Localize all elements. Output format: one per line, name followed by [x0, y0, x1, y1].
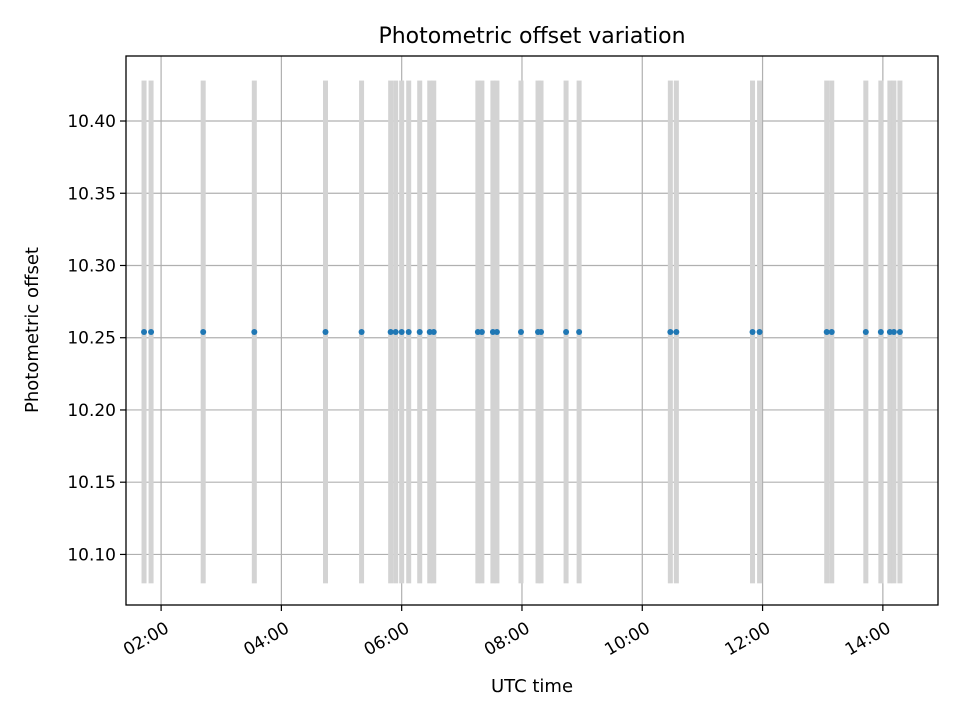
data-point [141, 328, 148, 335]
y-tick-label: 10.10 [67, 545, 116, 565]
y-tick-label: 10.20 [67, 401, 116, 421]
data-point [478, 328, 485, 335]
data-point [828, 328, 835, 335]
data-point [251, 328, 258, 335]
data-point [673, 328, 680, 335]
data-point [493, 328, 500, 335]
data-point [322, 328, 329, 335]
data-point [398, 328, 405, 335]
y-tick-label: 10.30 [67, 256, 116, 276]
data-point [405, 328, 412, 335]
data-point [148, 328, 155, 335]
data-point [387, 328, 394, 335]
data-point [517, 328, 524, 335]
data-point [416, 328, 423, 335]
data-point [358, 328, 365, 335]
plot-frame [125, 55, 939, 606]
x-axis-label: UTC time [491, 676, 573, 697]
y-tick-label: 10.40 [67, 112, 116, 132]
data-point [890, 328, 897, 335]
data-point [823, 328, 830, 335]
data-point [430, 328, 437, 335]
data-point [862, 328, 869, 335]
y-tick-label: 10.35 [67, 184, 116, 204]
data-point [538, 328, 545, 335]
data-point [877, 328, 884, 335]
chart-title: Photometric offset variation [378, 24, 685, 49]
data-point [756, 328, 763, 335]
y-tick-label: 10.15 [67, 473, 116, 493]
data-point [200, 328, 207, 335]
data-point [749, 328, 756, 335]
data-point [563, 328, 570, 335]
y-axis-label: Photometric offset [22, 247, 43, 413]
data-point [896, 328, 903, 335]
data-point [392, 328, 399, 335]
data-point [667, 328, 674, 335]
data-points [141, 328, 903, 335]
data-point [576, 328, 583, 335]
y-tick-label: 10.25 [67, 329, 116, 349]
